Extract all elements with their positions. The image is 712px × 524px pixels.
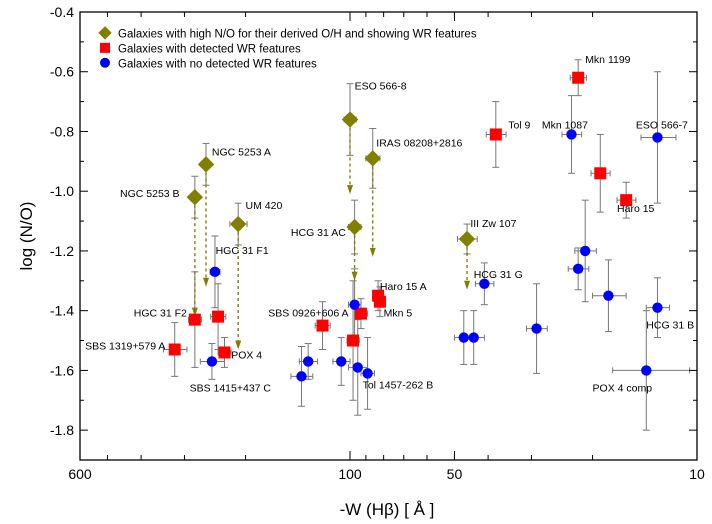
legend-marker-square [100,42,110,53]
data-markers [168,71,663,382]
arrow-head [369,247,376,257]
y-tick-label: -0.6 [50,64,74,80]
y-tick-label: -1.0 [50,183,74,199]
x-tick-label: 100 [338,466,362,482]
data-point-diamond [346,218,363,236]
point-label: HCG 31 B [646,320,694,332]
point-label: HCG 31 AC [291,227,346,239]
data-point-circle [603,290,614,301]
data-point-diamond [229,215,247,233]
arrow-head [191,307,198,317]
point-label: IRAS 08208+2816 [376,137,462,149]
point-label: HGC 31 F2 [134,308,187,320]
plot-frame [79,11,698,461]
data-point-square [354,307,367,320]
point-label: SBS 0926+606 A [268,308,348,320]
point-label: SBS 1415+437 C [190,382,272,394]
point-label: III Zw 107 [470,218,516,230]
data-point-square [489,128,502,141]
point-label: Mkn 5 [384,308,413,320]
data-point-square [188,313,201,326]
data-point-square [168,343,181,356]
point-label: Haro 15 A [380,281,427,293]
data-point-circle [336,356,347,367]
data-point-circle [362,368,373,379]
arrow-head [235,340,242,350]
x-tick-label: 10 [689,466,705,482]
arrow-head [347,185,354,195]
point-label: ESO 566-8 [355,81,407,93]
y-tick-label: -1.2 [50,243,74,259]
arrows [191,127,471,350]
point-label: Haro 15 [617,203,655,215]
data-point-square [620,194,633,207]
data-point-circle [302,356,314,367]
x-tick-label: 50 [447,466,463,482]
point-label: SBS 1319+579 A [85,340,165,352]
y-tick-label: -1.6 [50,362,74,378]
point-label: HCG 31 G [474,269,523,281]
point-label: NGC 5253 A [212,146,271,158]
data-point-square [212,310,225,323]
data-point-square [373,295,386,308]
x-axis-title: -W (Hβ) [ Å ] [340,500,435,519]
y-tick-label: -0.8 [50,123,74,139]
data-point-circle [296,371,307,382]
legend-marker-circle [100,57,110,68]
data-point-diamond [186,188,204,206]
data-point-circle [652,302,663,313]
legend-label: Galaxies with high N/O for their derived… [118,28,477,40]
point-label: UM 420 [246,200,283,212]
data-point-circle [349,299,360,310]
point-label: HGC 31 F1 [216,245,269,257]
data-point-square [316,319,329,332]
point-annotations: NGC 5253 A NGC 5253 B UM 420 ESO 566-8 IRAS … [85,54,694,395]
legend-marker-diamond [98,26,112,40]
data-point-circle [531,323,542,334]
arrow-head [203,277,210,287]
point-label: Mkn 1087 [542,119,588,131]
arrow-head [464,280,471,290]
point-label: Tol 9 [508,119,530,131]
point-label: NGC 5253 B [120,188,180,200]
point-label: Mkn 1199 [585,54,630,66]
data-point-square [594,167,607,180]
data-point-circle [458,332,469,343]
axis-ticks: 600 50 100 10 -0.4 -0.6 -0.8 -1.0 -1.2 -1.4 -1.6 -1… [50,4,705,482]
data-point-circle [206,356,218,367]
arrow-head [351,271,358,281]
data-point-circle [652,132,663,143]
data-point-diamond [197,156,215,173]
data-point-circle [579,245,591,257]
data-point-diamond [364,150,381,167]
data-point-circle [572,263,584,275]
data-point-square [572,71,585,84]
data-point-diamond [458,230,476,248]
point-label: ESO 566-7 [636,119,688,131]
y-axis-title: log (N/O) [17,202,36,271]
point-label: POX 4 [231,349,262,361]
x-tick-label: 600 [68,466,92,482]
data-point-diamond [341,111,359,128]
data-point-square [218,346,231,359]
legend-label: Galaxies with no detected WR features [118,58,317,70]
data-point-circle [209,266,221,278]
data-point-square [347,334,360,347]
legend-label: Galaxies with detected WR features [118,43,301,55]
point-label: Tol 1457-262 B [363,379,434,391]
data-point-circle [641,365,652,376]
y-tick-label: -0.4 [50,4,74,20]
y-tick-label: -1.8 [50,422,74,438]
point-label: POX 4 comp [593,382,653,394]
data-point-circle [566,129,577,140]
y-tick-label: -1.4 [50,303,74,319]
data-point-circle [479,278,490,289]
data-point-circle [468,332,479,343]
legend: Galaxies with high N/O for their derived… [98,26,477,70]
data-point-circle [352,362,363,373]
